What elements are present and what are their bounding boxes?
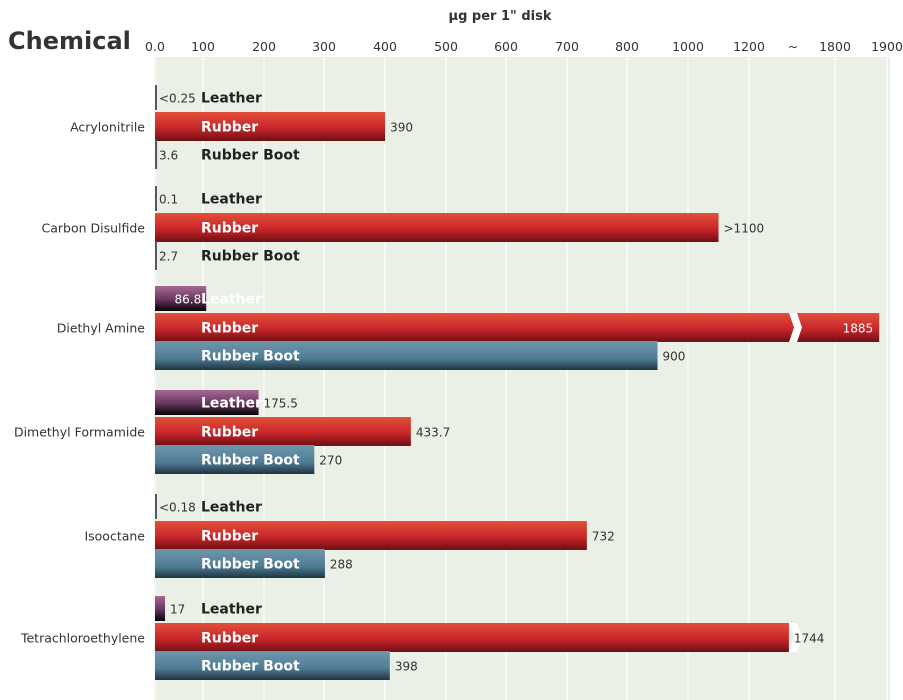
value-label: 0.1 (159, 193, 178, 207)
value-label: 288 (330, 558, 353, 572)
bar-rubber (155, 313, 880, 342)
x-tick-label: 800 (615, 39, 639, 54)
category-label: Dimethyl Formamide (14, 425, 145, 440)
chart-title: Chemical (8, 27, 131, 55)
plot-background (154, 57, 890, 700)
x-tick-label: 1200 (733, 39, 765, 54)
bar-leather (155, 85, 157, 110)
series-label: Rubber Boot (201, 349, 300, 365)
bars: Leather <0.25 Rubber 390 Rubber Boot 3.6 Leath… (155, 85, 880, 680)
x-tick-label: 700 (555, 39, 579, 54)
series-label: Rubber (201, 321, 258, 337)
value-label: 86.8 (174, 293, 201, 307)
x-tick-label: 500 (434, 39, 458, 54)
bar-rubber-boot (155, 445, 315, 474)
bar-rubber-boot (155, 341, 658, 370)
x-tick-label: 1800 (819, 39, 851, 54)
x-tick-label: 200 (252, 39, 276, 54)
value-label: 2.7 (159, 250, 178, 264)
value-label: 175.5 (264, 397, 298, 411)
series-label: Rubber Boot (201, 249, 300, 265)
series-label: Rubber Boot (201, 453, 300, 469)
value-label: 17 (170, 603, 185, 617)
series-label: Rubber (201, 221, 258, 237)
bar-rubber (155, 521, 587, 550)
bar-leather (155, 494, 157, 519)
x-tick-label: 400 (373, 39, 397, 54)
value-label: 732 (592, 530, 615, 544)
category-label: Tetrachloroethylene (20, 631, 145, 646)
category-label: Isooctane (84, 529, 145, 544)
series-label: Rubber Boot (201, 659, 300, 675)
value-label: 3.6 (159, 149, 178, 163)
bar-rubber-boot (155, 140, 158, 169)
bar-rubber-boot (155, 651, 390, 680)
bar-rubber (155, 112, 386, 141)
series-label: Leather (201, 500, 262, 516)
value-label: >1100 (724, 222, 765, 236)
bar-leather (155, 286, 207, 311)
series-label: Rubber Boot (201, 148, 300, 164)
value-label: 900 (663, 350, 686, 364)
series-label: Rubber (201, 120, 258, 136)
x-tick-label: 0.0 (145, 39, 165, 54)
value-label: 433.7 (416, 426, 450, 440)
bar-leather (155, 596, 166, 621)
x-axis-ticks: 0.0 100 200 300 400 500 600 700 800 1000 1200 ~1800… (145, 39, 903, 54)
x-axis-label: µg per 1" disk (449, 9, 552, 24)
series-label: Leather (201, 396, 262, 412)
bar-rubber (155, 623, 789, 652)
category-labels: Acrylonitrile Carbon Disulfide Diethyl Ami… (14, 120, 145, 646)
series-label: Rubber (201, 529, 258, 545)
value-label: 1885 (843, 322, 874, 336)
series-label: Leather (201, 192, 262, 208)
category-label: Diethyl Amine (57, 321, 146, 336)
series-label: Leather (201, 292, 262, 308)
x-tick-label: ~ (788, 39, 798, 54)
bar-rubber (155, 213, 719, 242)
series-label: Rubber Boot (201, 557, 300, 573)
value-label: <0.25 (159, 92, 196, 106)
series-label: Rubber (201, 631, 258, 647)
bar-rubber-boot (155, 241, 157, 270)
series-label: Leather (201, 602, 262, 618)
category-label: Acrylonitrile (70, 120, 145, 135)
x-tick-label: 300 (312, 39, 336, 54)
axis-break-mark (789, 313, 802, 342)
value-label: 390 (390, 121, 413, 135)
x-tick-label: 1900 (871, 39, 903, 54)
value-label: 398 (395, 660, 418, 674)
bar-rubber (155, 417, 411, 446)
value-label: <0.18 (159, 501, 196, 515)
series-label: Rubber (201, 425, 258, 441)
series-label: Leather (201, 91, 262, 107)
axis-break-mark (789, 623, 802, 652)
bar-rubber-boot (155, 549, 325, 578)
x-tick-label: 1000 (672, 39, 704, 54)
x-tick-label: 100 (191, 39, 215, 54)
bar-leather (155, 390, 259, 415)
x-tick-label: 600 (494, 39, 518, 54)
value-label: 270 (319, 454, 342, 468)
bar-leather (155, 186, 157, 211)
category-label: Carbon Disulfide (41, 221, 145, 236)
grid-lines (154, 57, 888, 700)
value-label: 1744 (794, 632, 825, 646)
